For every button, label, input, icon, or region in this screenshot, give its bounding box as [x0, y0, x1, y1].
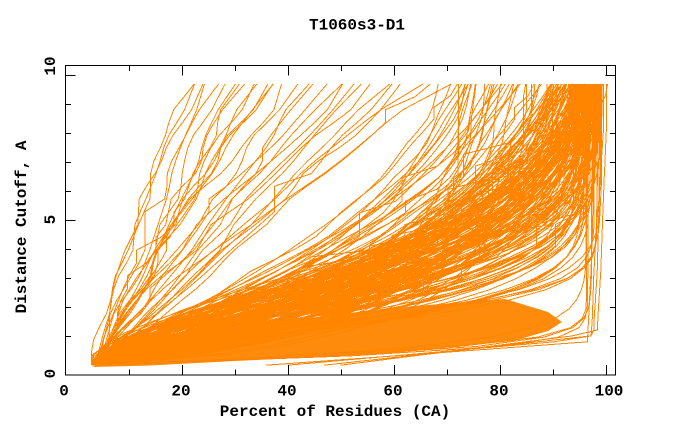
svg-text:5: 5 — [42, 215, 60, 225]
svg-text:0: 0 — [59, 383, 69, 401]
svg-text:40: 40 — [277, 383, 296, 401]
svg-text:20: 20 — [171, 383, 190, 401]
svg-text:10: 10 — [42, 56, 60, 75]
svg-text:Percent of Residues (CA): Percent of Residues (CA) — [220, 403, 450, 421]
svg-text:60: 60 — [383, 383, 402, 401]
svg-text:100: 100 — [595, 383, 624, 401]
svg-text:80: 80 — [489, 383, 508, 401]
svg-text:Distance Cutoff, A: Distance Cutoff, A — [13, 140, 31, 313]
svg-text:0: 0 — [42, 369, 60, 379]
svg-text:T1060s3-D1: T1060s3-D1 — [309, 17, 405, 35]
